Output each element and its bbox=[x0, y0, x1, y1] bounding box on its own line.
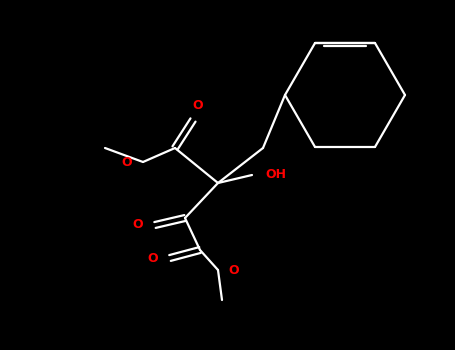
Text: O: O bbox=[121, 155, 132, 168]
Text: O: O bbox=[147, 252, 158, 265]
Text: O: O bbox=[228, 264, 238, 276]
Text: O: O bbox=[192, 99, 203, 112]
Text: O: O bbox=[132, 218, 143, 231]
Text: OH: OH bbox=[265, 168, 286, 181]
